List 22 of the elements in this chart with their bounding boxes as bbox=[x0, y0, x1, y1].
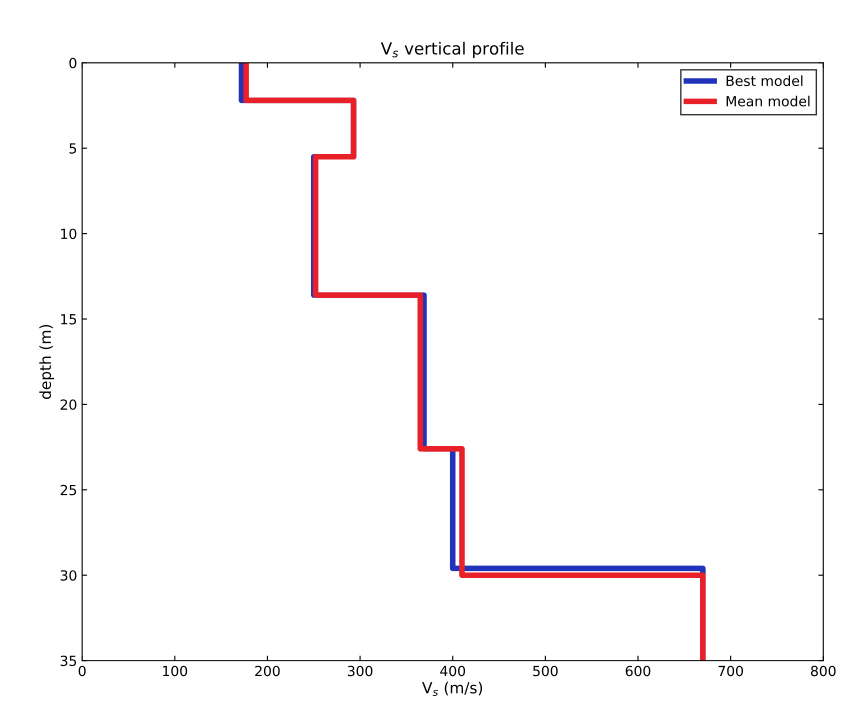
y-tick-label: 10 bbox=[61, 228, 76, 240]
y-axis-title: depth (m) bbox=[39, 324, 54, 399]
x-tick-label: 600 bbox=[626, 666, 650, 676]
x-tick-label: 700 bbox=[718, 666, 743, 676]
y-tick-label: 0 bbox=[69, 58, 76, 68]
legend-label: Mean model bbox=[726, 96, 810, 106]
x-tick-label: 200 bbox=[255, 666, 280, 676]
x-tick-label: 800 bbox=[810, 666, 836, 676]
x-tick-label: 400 bbox=[440, 666, 466, 676]
x-tick-label: 500 bbox=[533, 666, 558, 676]
x-axis-title: V$_{s}$ (m/s) bbox=[422, 682, 482, 696]
y-tick-label: 20 bbox=[60, 399, 76, 410]
y-tick-label: 25 bbox=[60, 484, 76, 496]
y-tick-label: 5 bbox=[70, 143, 76, 154]
x-tick-label: 100 bbox=[163, 666, 188, 676]
x-tick-label: 0 bbox=[78, 666, 86, 676]
chart-title: V$_{s}$ vertical profile bbox=[380, 42, 524, 58]
legend-label: Best model bbox=[726, 75, 802, 86]
y-tick-label: 15 bbox=[61, 314, 76, 324]
y-tick-label: 35 bbox=[60, 656, 76, 666]
y-tick-label: 30 bbox=[60, 570, 76, 581]
x-tick-label: 300 bbox=[348, 666, 372, 676]
